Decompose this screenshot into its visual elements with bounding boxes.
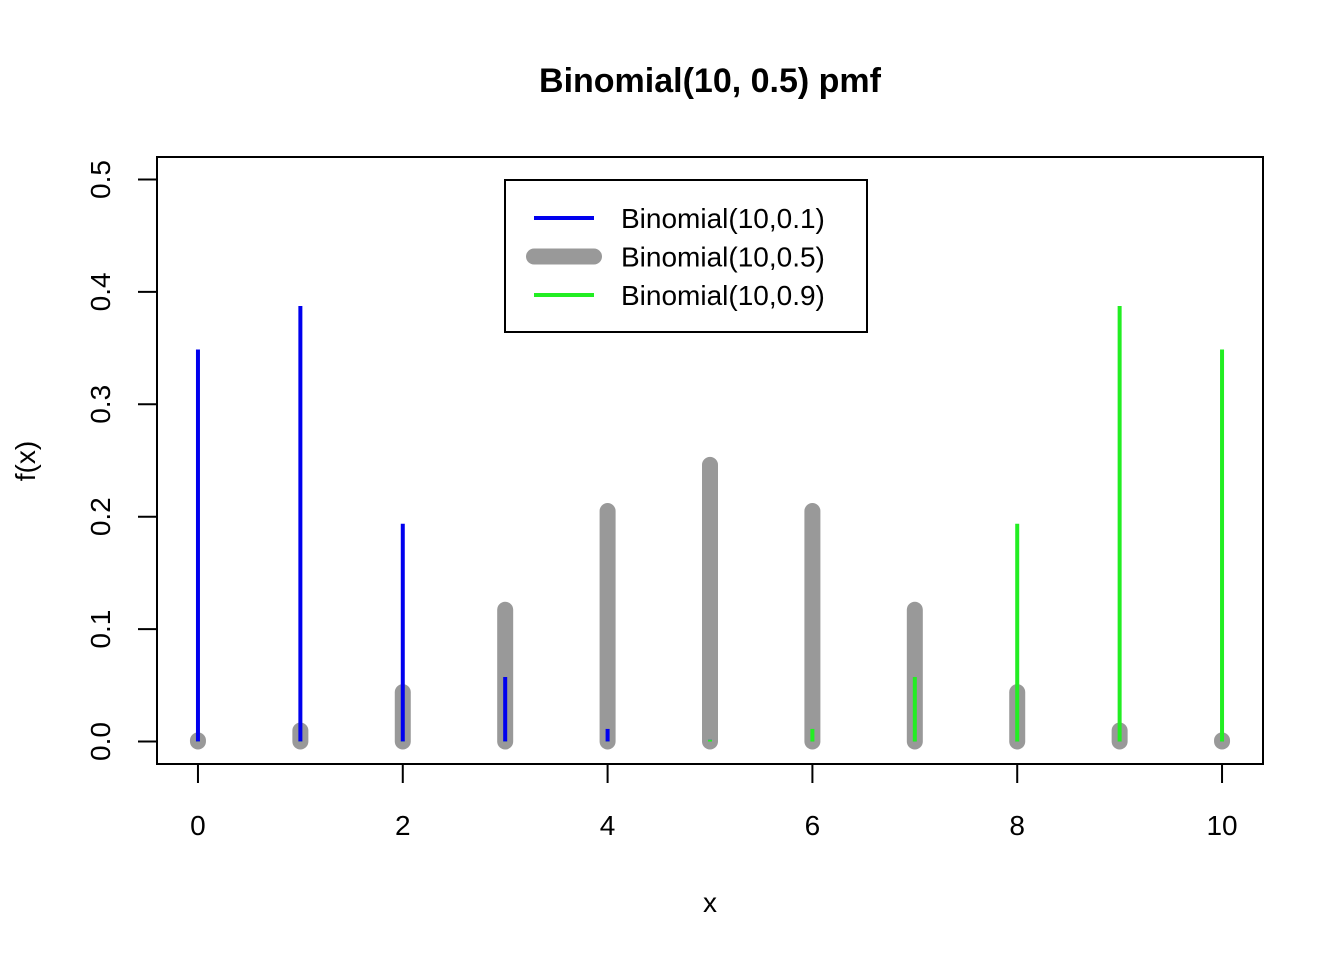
x-tick-label: 6 [805, 810, 821, 841]
x-tick-label: 10 [1206, 810, 1237, 841]
x-tick-label: 8 [1009, 810, 1025, 841]
y-tick-label: 0.1 [85, 610, 116, 649]
y-tick-label: 0.0 [85, 722, 116, 761]
bars-layer [189, 306, 1231, 750]
legend-label: Binomial(10,0.1) [621, 203, 825, 234]
x-tick-label: 2 [395, 810, 411, 841]
legend: Binomial(10,0.1) Binomial(10,0.5) Binomial… [504, 179, 868, 333]
legend-label: Binomial(10,0.5) [621, 242, 825, 273]
chart-title: Binomial(10, 0.5) pmf [539, 62, 882, 100]
legend-label: Binomial(10,0.9) [621, 280, 825, 311]
y-tick-label: 0.4 [85, 272, 116, 311]
y-tick-label: 0.5 [85, 160, 116, 199]
x-tick-label: 0 [190, 810, 206, 841]
y-axis-label: f(x) [10, 441, 41, 481]
x-axis-label: x [703, 887, 717, 918]
x-axis: 0 2 4 6 8 10 [190, 763, 1238, 841]
y-tick-label: 0.3 [85, 385, 116, 424]
y-axis: 0.0 0.1 0.2 0.3 0.4 0.5 [85, 160, 158, 761]
y-tick-label: 0.2 [85, 497, 116, 536]
x-tick-label: 4 [600, 810, 616, 841]
